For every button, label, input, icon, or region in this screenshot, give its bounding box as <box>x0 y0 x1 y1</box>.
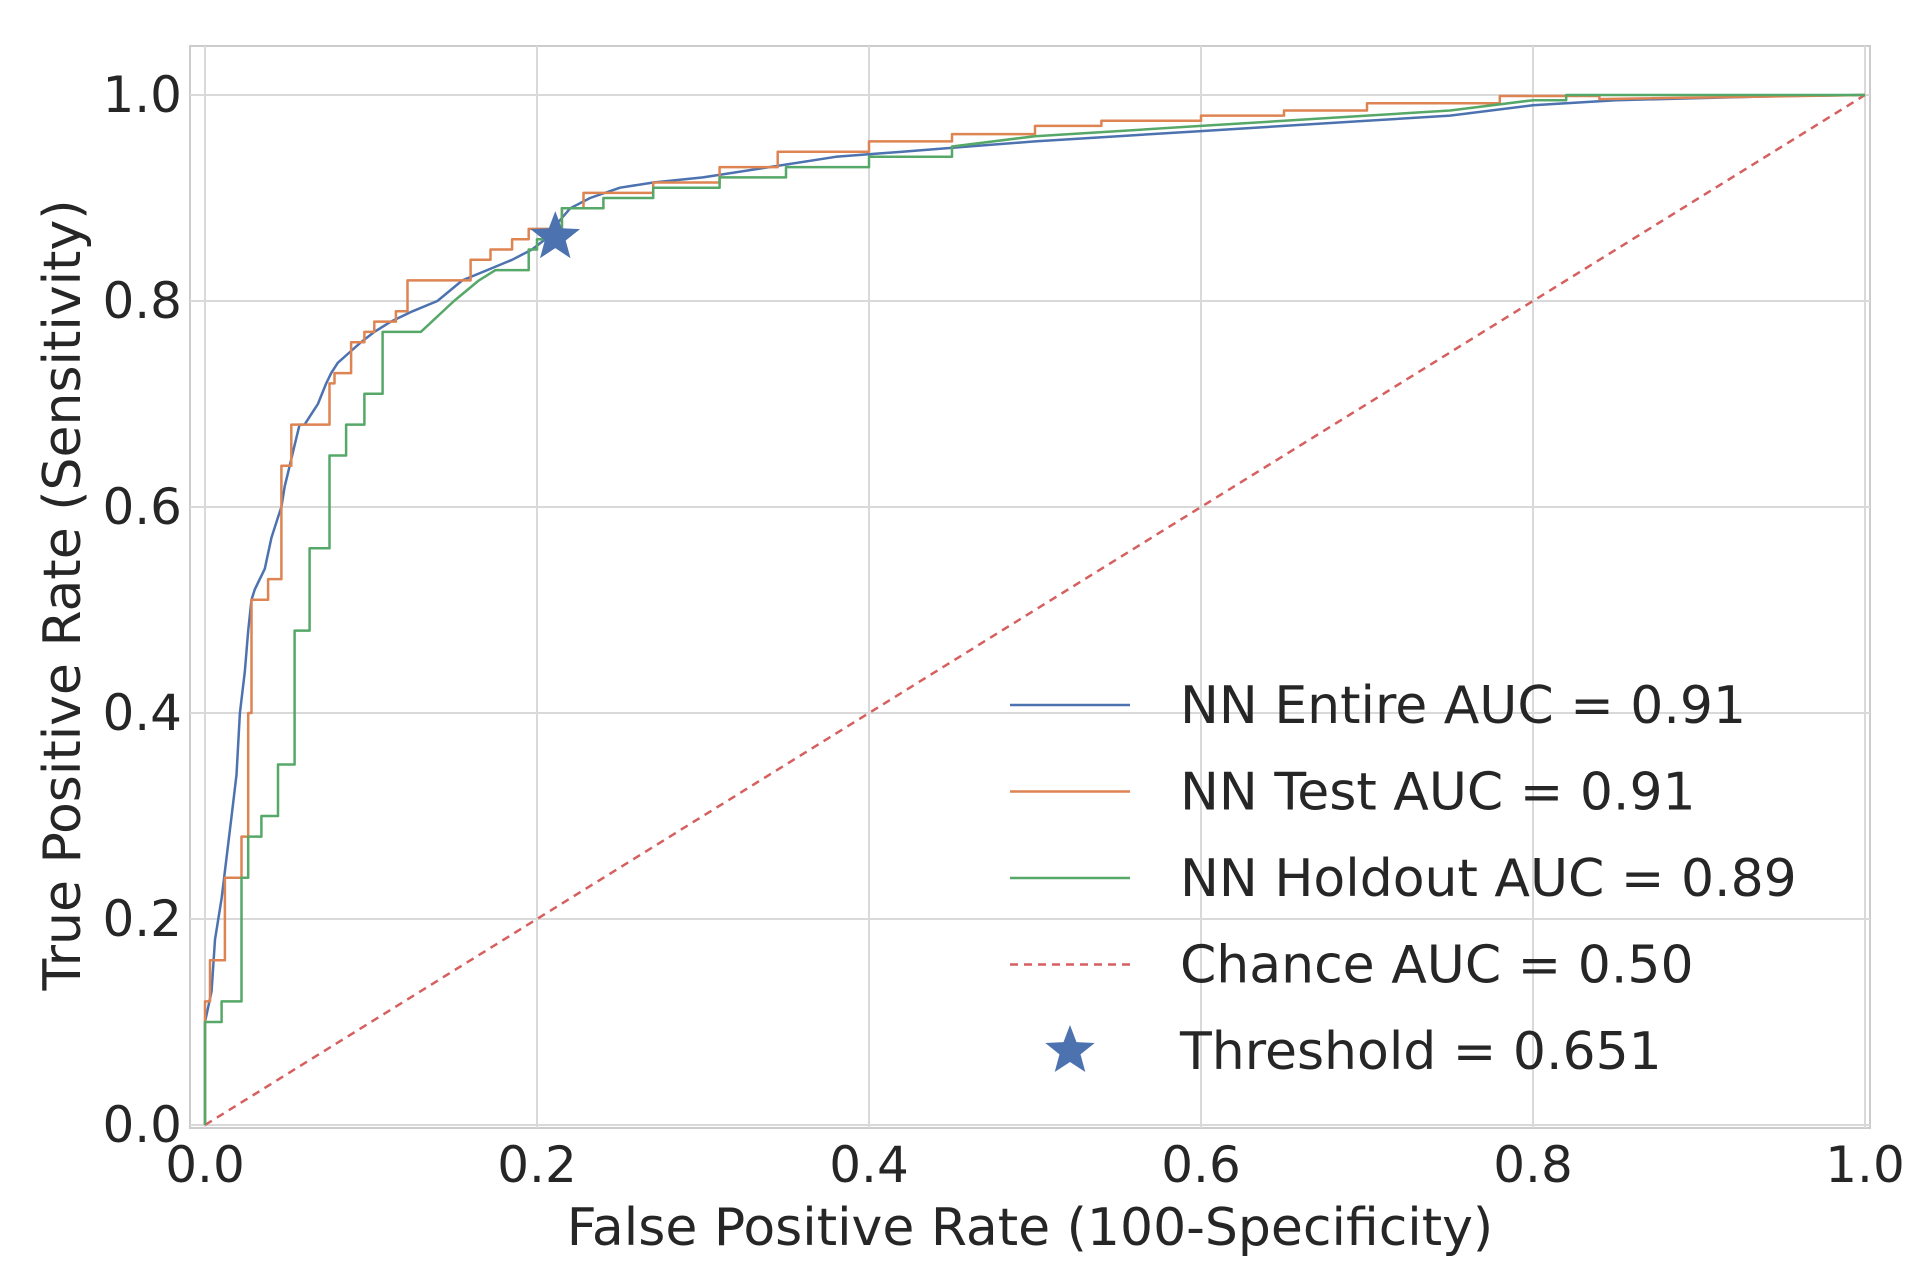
grid <box>190 46 1870 1128</box>
series-line-chance <box>204 93 1866 1127</box>
series-line-nn-holdout <box>203 93 1865 1125</box>
legend-label: Threshold = 0.651 <box>1179 1022 1662 1082</box>
x-tick-label: 0.6 <box>1161 1136 1241 1194</box>
y-tick-label: 0.6 <box>102 478 182 536</box>
plot-area <box>189 45 1871 1129</box>
legend-label: NN Holdout AUC = 0.89 <box>1180 849 1797 909</box>
threshold-markers <box>530 211 580 259</box>
legend: NN Entire AUC = 0.91 NN Test AUC = 0.91 NN… <box>1010 676 1797 1082</box>
x-tick-label: 1.0 <box>1825 1136 1905 1194</box>
legend-star-icon <box>1045 1025 1095 1072</box>
x-tick-label: 0.0 <box>165 1136 245 1194</box>
series-lines <box>203 93 1866 1127</box>
y-tick-label: 1.0 <box>102 66 182 124</box>
y-axis-label: True Positive Rate (Sensitivity) <box>33 199 93 991</box>
y-tick-label: 0.2 <box>102 890 182 948</box>
legend-label: NN Test AUC = 0.91 <box>1180 763 1696 823</box>
series-line-nn-test <box>203 93 1866 1125</box>
y-tick-label: 0.4 <box>102 684 182 742</box>
legend-label: Chance AUC = 0.50 <box>1180 936 1694 996</box>
x-axis-label: False Positive Rate (100-Specificity) <box>567 1198 1493 1258</box>
x-tick-labels: 0.0 0.2 0.4 0.6 0.8 1.0 <box>165 1136 1905 1194</box>
x-tick-label: 0.2 <box>497 1136 577 1194</box>
threshold-star-marker <box>530 211 580 259</box>
y-tick-label: 0.0 <box>102 1096 182 1154</box>
legend-label: NN Entire AUC = 0.91 <box>1180 676 1746 736</box>
x-tick-label: 0.4 <box>829 1136 909 1194</box>
y-tick-label: 0.8 <box>102 272 182 330</box>
y-tick-labels: 0.0 0.2 0.4 0.6 0.8 1.0 <box>102 66 182 1154</box>
x-tick-label: 0.8 <box>1493 1136 1573 1194</box>
